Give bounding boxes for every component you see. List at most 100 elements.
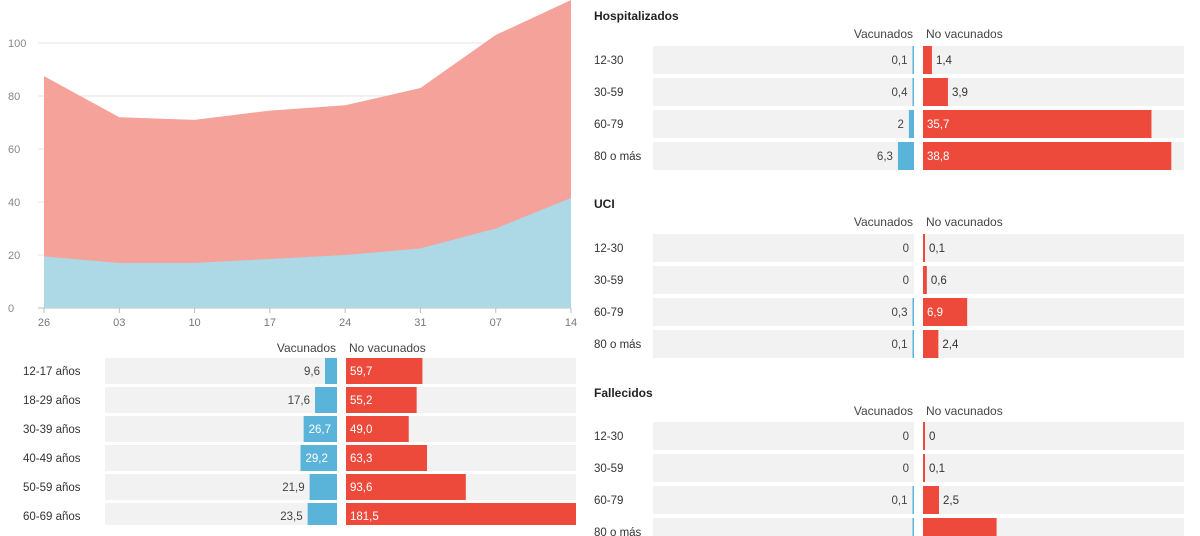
row-background: [923, 234, 1184, 262]
row-background: [923, 486, 1184, 514]
row-background: [105, 416, 337, 442]
row-background: [653, 298, 914, 326]
value-label-no-vacunados: 55,2: [350, 395, 372, 407]
bar-no-vacunados: [923, 330, 939, 358]
category-label: 30-39 años: [23, 424, 81, 436]
header-no-vacunados: No vacunados: [349, 341, 426, 355]
header-vacunados: Vacunados: [854, 27, 913, 41]
row-background: [105, 474, 337, 500]
value-label-vacunados: 9,6: [304, 366, 320, 378]
bar-vacunados: [897, 142, 914, 170]
category-label: 12-30: [594, 243, 623, 255]
bar-no-vacunados: [346, 358, 423, 384]
category-label: 30-59: [594, 463, 623, 475]
x-tick-label: 03: [113, 317, 125, 329]
value-label-vacunados: 0,1: [892, 339, 908, 351]
category-label: 30-59: [594, 275, 623, 287]
value-label-no-vacunados: 63,3: [350, 453, 372, 465]
uci-bar-chart: UCI Vacunados No vacunados 12-30 0 0,1 30-59 0 0…: [594, 197, 1184, 358]
category-label: 18-29 años: [23, 395, 81, 407]
value-label-vacunados: 0: [903, 463, 909, 475]
value-label-no-vacunados: 0,6: [931, 275, 947, 287]
bar-no-vacunados: [923, 78, 948, 106]
value-label-no-vacunados: 2,4: [942, 339, 959, 351]
bar-vacunados: [325, 358, 337, 384]
x-tick-label: 26: [38, 317, 50, 329]
bar-no-vacunados: [923, 110, 1152, 138]
header-no-vacunados: No vacunados: [926, 404, 1003, 418]
row-background: [923, 46, 1184, 74]
value-label-no-vacunados: 59,7: [350, 366, 372, 378]
y-tick-label: 80: [8, 91, 20, 103]
y-tick-label: 40: [8, 197, 20, 209]
row-background: [653, 78, 914, 106]
header-vacunados: Vacunados: [854, 404, 913, 418]
y-tick-label: 0: [8, 303, 14, 315]
row-background: [923, 330, 1184, 358]
bar-no-vacunados: [923, 298, 968, 326]
row-background: [105, 503, 337, 525]
bar-no-vacunados: [923, 266, 927, 294]
category-label: 50-59 años: [23, 482, 81, 494]
row-background: [653, 454, 914, 482]
bar-no-vacunados: [346, 474, 466, 500]
y-tick-label: 100: [8, 38, 26, 50]
value-label-no-vacunados: 93,6: [350, 482, 372, 494]
bar-no-vacunados: [923, 518, 997, 536]
value-label-vacunados: 2: [897, 119, 903, 131]
bar-no-vacunados: [346, 503, 576, 525]
bar-no-vacunados: [923, 234, 925, 262]
value-label-no-vacunados: 38,8: [927, 151, 949, 163]
value-label-vacunados: 0,1: [892, 55, 908, 67]
row-background: [653, 266, 914, 294]
value-label-vacunados: 0,3: [892, 307, 908, 319]
bar-no-vacunados: [923, 46, 932, 74]
bar-vacunados: [307, 503, 337, 525]
bar-no-vacunados: [346, 445, 428, 471]
weekly-area-chart: 0 20 40 60 80 100 26 03 10 17 24 31 07 14: [8, 0, 577, 329]
row-background: [653, 518, 914, 536]
bar-vacunados: [912, 46, 914, 74]
value-label-no-vacunados: 3,9: [952, 87, 968, 99]
fallecidos-bar-chart: Fallecidos Vacunados No vacunados 12-30 0 0 30…: [594, 386, 1184, 536]
value-label-vacunados: 0: [903, 275, 909, 287]
category-label: 60-79: [594, 307, 623, 319]
row-background: [923, 78, 1184, 106]
bar-vacunados: [912, 486, 914, 514]
value-label-no-vacunados: 1,4: [936, 55, 953, 67]
x-tick-label: 14: [565, 317, 577, 329]
x-tick-label: 10: [188, 317, 200, 329]
area-series-1: [44, 0, 571, 308]
value-label-no-vacunados: 35,7: [927, 119, 949, 131]
row-background: [653, 330, 914, 358]
bar-vacunados: [908, 110, 914, 138]
row-background: [653, 234, 914, 262]
value-label-vacunados: 0: [903, 243, 909, 255]
bar-vacunados: [912, 330, 914, 358]
bar-vacunados: [912, 518, 914, 536]
row-background: [105, 358, 337, 384]
value-label-vacunados: 0: [903, 431, 909, 443]
x-tick-label: 31: [414, 317, 426, 329]
category-label: 12-30: [594, 55, 623, 67]
y-tick-label: 20: [8, 250, 20, 262]
bar-no-vacunados: [346, 416, 409, 442]
value-label-vacunados: 23,5: [280, 511, 302, 523]
hospitalizados-bar-chart: Hospitalizados Vacunados No vacunados 12-30…: [594, 9, 1184, 170]
bar-no-vacunados: [346, 387, 417, 413]
category-label: 12-30: [594, 431, 623, 443]
value-label-no-vacunados: 2,5: [943, 495, 959, 507]
value-label-vacunados: 21,9: [282, 482, 304, 494]
bar-no-vacunados: [923, 142, 1172, 170]
category-label: 12-17 años: [23, 366, 81, 378]
x-tick-label: 24: [339, 317, 351, 329]
bar-no-vacunados: [923, 422, 925, 450]
bar-vacunados: [315, 387, 337, 413]
category-label: 60-69 años: [23, 511, 81, 523]
value-label-vacunados: 0,4: [892, 87, 909, 99]
value-label-vacunados: 6,3: [877, 151, 893, 163]
row-background: [653, 486, 914, 514]
category-label: 80 o más: [594, 527, 642, 536]
bar-no-vacunados: [923, 486, 939, 514]
value-label-no-vacunados: 0: [929, 431, 935, 443]
